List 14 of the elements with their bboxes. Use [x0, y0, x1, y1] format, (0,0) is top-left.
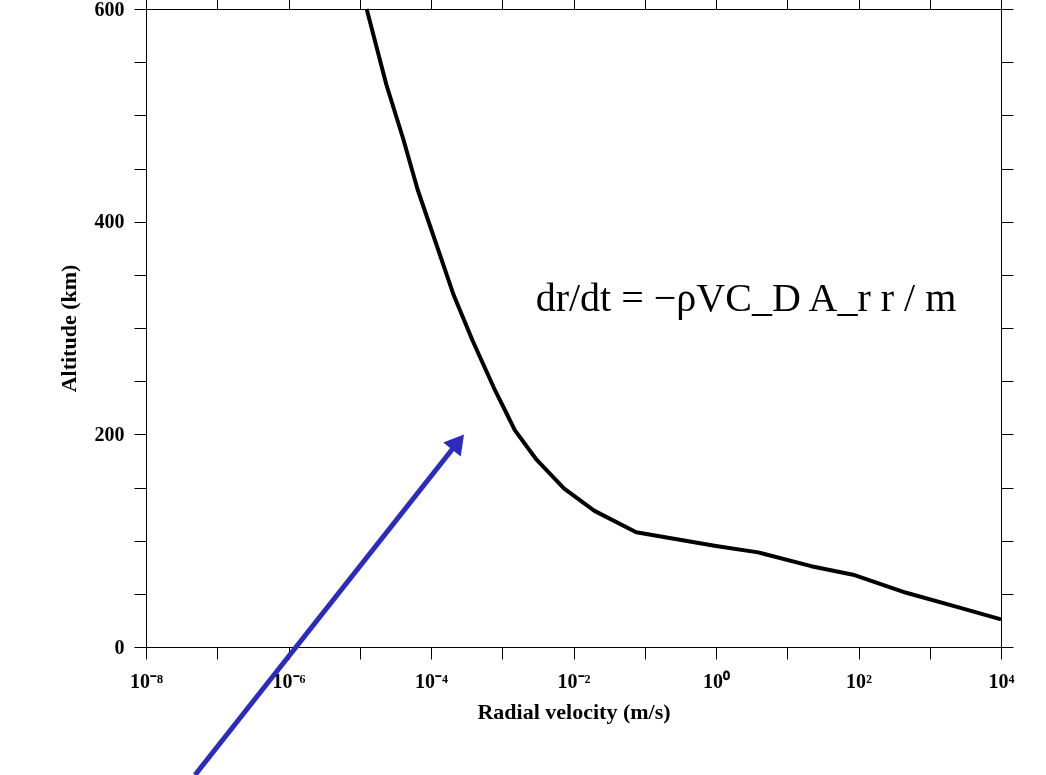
x-tick-label: 10⁻² — [557, 669, 591, 692]
y-axis-title: Altitude (km) — [55, 264, 81, 393]
x-tick-label: 10⁰ — [703, 669, 730, 692]
x-tick-label: 10⁻⁴ — [415, 669, 448, 692]
x-tick-label: 10² — [846, 669, 872, 692]
x-axis-title: Radial velocity (m/s) — [477, 698, 671, 724]
annotation: dr/dt = −ρVC_D A_r r / m — [535, 275, 957, 320]
y-tick-label: 600 — [94, 0, 125, 20]
y-tick-label: 0 — [114, 635, 125, 658]
y-tick-label: 400 — [94, 210, 125, 233]
x-tick-label: 10⁴ — [988, 669, 1015, 692]
x-tick-label: 10⁻⁸ — [130, 669, 163, 692]
x-tick-label: 10⁻⁶ — [272, 669, 306, 692]
y-tick-label: 200 — [94, 422, 125, 445]
